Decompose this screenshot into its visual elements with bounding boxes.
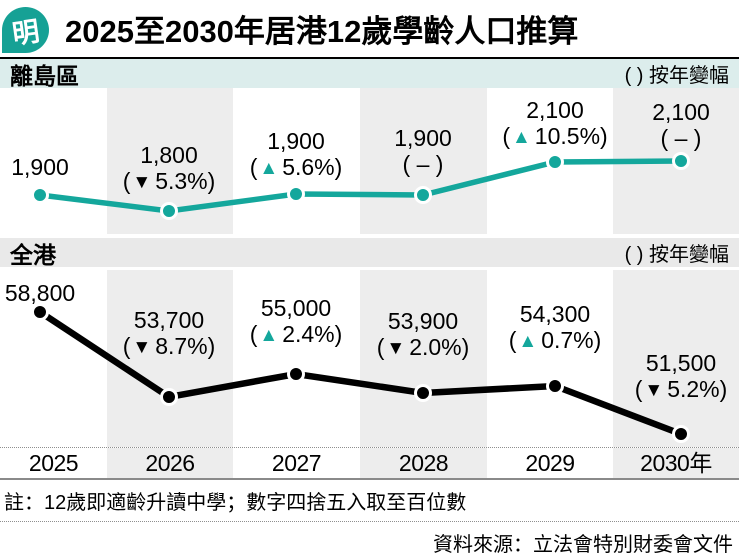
column-band bbox=[360, 88, 487, 234]
footnote: 註：12歲即適齡升讀中學；數字四捨五入取至百位數 bbox=[4, 492, 467, 514]
data-point bbox=[414, 384, 432, 402]
data-point bbox=[160, 388, 178, 406]
data-point bbox=[546, 153, 564, 171]
data-point-value: 2,100 bbox=[526, 97, 584, 123]
trend-line bbox=[38, 309, 683, 438]
logo-character: 明 bbox=[10, 15, 42, 50]
year-label: 2030年 bbox=[613, 448, 739, 478]
data-point-change: (▲ 2.4%) bbox=[249, 321, 343, 347]
page-title: 2025至2030年居港12歲學齡人口推算 bbox=[65, 14, 579, 49]
data-point-value: 53,700 bbox=[133, 307, 205, 333]
year-label: 2026 bbox=[107, 448, 233, 478]
data-point bbox=[546, 377, 564, 395]
x-axis: 2025 2026 2027 2028 2029 2030年 bbox=[0, 448, 739, 478]
section-header-islands: 離島區 ( ) 按年變幅 bbox=[0, 57, 739, 89]
data-point-label: 2,100( – ) bbox=[652, 99, 710, 151]
data-point-value: 1,900 bbox=[394, 125, 452, 151]
up-triangle-icon: ▲ bbox=[259, 158, 279, 179]
line-chart-islands: 1,900 1,800(▼ 5.3%) 1,900(▲ 5.6%) 1,900( – ) 2… bbox=[0, 88, 739, 234]
section-title-islands: 離島區 bbox=[10, 62, 79, 89]
yoy-change-note-islands: ( ) 按年變幅 bbox=[624, 65, 729, 87]
yoy-change-note-hongkong: ( ) 按年變幅 bbox=[624, 244, 729, 266]
data-point-label: 58,800 bbox=[5, 280, 75, 306]
data-point bbox=[287, 185, 305, 203]
data-point-label: 2,100(▲ 10.5%) bbox=[502, 97, 607, 151]
data-point-change: ( – ) bbox=[660, 125, 702, 151]
column-band bbox=[107, 270, 233, 447]
masthead: 明 2025至2030年居港12歲學齡人口推算 bbox=[0, 0, 739, 57]
down-triangle-icon: ▼ bbox=[132, 172, 152, 193]
data-point-label: 1,900( – ) bbox=[394, 125, 452, 177]
data-point-value: 53,900 bbox=[387, 308, 459, 334]
year-label: 2027 bbox=[271, 450, 322, 476]
data-point-label: 54,300(▲ 0.7%) bbox=[509, 301, 602, 355]
dotted-divider-bottom bbox=[0, 521, 739, 522]
panel-hongkong: 全港 ( ) 按年變幅 58,800 53,700(▼ 8.7%) 55,000(▲ 2… bbox=[0, 238, 739, 447]
year-label: 2025 bbox=[28, 450, 79, 476]
year-label: 2029 bbox=[525, 450, 575, 476]
panel-islands: 離島區 ( ) 按年變幅 1,900 1,800(▼ 5.3%) 1,900(▲ 5.6… bbox=[0, 57, 739, 234]
data-point-value: 2,100 bbox=[652, 99, 710, 125]
data-point-change: (▲ 10.5%) bbox=[502, 123, 608, 149]
down-triangle-icon: ▼ bbox=[644, 380, 664, 401]
data-point-change: (▼ 5.3%) bbox=[122, 168, 216, 194]
dotted-divider-top bbox=[0, 447, 739, 448]
trend-line bbox=[39, 158, 682, 214]
section-title-hongkong: 全港 bbox=[10, 241, 56, 268]
data-point-label: 1,900 bbox=[11, 154, 69, 180]
section-header-hongkong: 全港 ( ) 按年變幅 bbox=[0, 238, 739, 268]
data-point-label: 55,000(▲ 2.4%) bbox=[250, 295, 343, 349]
data-point bbox=[287, 365, 305, 383]
data-point-value: 1,900 bbox=[267, 128, 325, 154]
up-triangle-icon: ▲ bbox=[518, 331, 538, 352]
trend-line-svg bbox=[31, 303, 690, 443]
data-point bbox=[414, 186, 432, 204]
axis-baseline bbox=[0, 478, 739, 480]
data-point bbox=[31, 186, 49, 204]
data-point-change: (▼ 5.2%) bbox=[634, 376, 728, 402]
data-point-change: (▼ 8.7%) bbox=[122, 333, 216, 359]
column-band bbox=[360, 270, 487, 447]
data-point-value: 51,500 bbox=[645, 350, 717, 376]
year-label: 2028 bbox=[360, 448, 487, 478]
down-triangle-icon: ▼ bbox=[132, 337, 152, 358]
data-point bbox=[31, 303, 49, 321]
down-triangle-icon: ▼ bbox=[386, 338, 406, 359]
data-point-value: 1,800 bbox=[140, 142, 198, 168]
data-point-change: (▲ 0.7%) bbox=[508, 327, 602, 353]
data-point-label: 53,700(▼ 8.7%) bbox=[123, 307, 216, 361]
data-point-value: 1,900 bbox=[11, 154, 69, 180]
data-point-change: (▼ 2.0%) bbox=[376, 334, 470, 360]
source-credit: 資料來源：立法會特別財委會文件 bbox=[433, 534, 733, 555]
line-chart-hongkong: 58,800 53,700(▼ 8.7%) 55,000(▲ 2.4%) 53,900(▼… bbox=[0, 270, 739, 447]
data-point-label: 51,500(▼ 5.2%) bbox=[635, 350, 728, 404]
up-triangle-icon: ▲ bbox=[259, 325, 279, 346]
data-point-value: 55,000 bbox=[260, 295, 332, 321]
data-point-change: (▲ 5.6%) bbox=[249, 154, 343, 180]
data-point-label: 53,900(▼ 2.0%) bbox=[377, 308, 470, 362]
data-point-value: 58,800 bbox=[4, 280, 76, 306]
data-point-label: 1,800(▼ 5.3%) bbox=[123, 142, 216, 196]
data-point-value: 54,300 bbox=[519, 301, 591, 327]
trend-line-svg bbox=[31, 152, 690, 220]
data-point-change: ( – ) bbox=[402, 151, 444, 177]
data-point bbox=[672, 425, 690, 443]
data-point-label: 1,900(▲ 5.6%) bbox=[250, 128, 343, 182]
data-point bbox=[160, 202, 178, 220]
data-point bbox=[672, 152, 690, 170]
mingpao-logo: 明 bbox=[2, 7, 49, 53]
up-triangle-icon: ▲ bbox=[511, 127, 531, 148]
